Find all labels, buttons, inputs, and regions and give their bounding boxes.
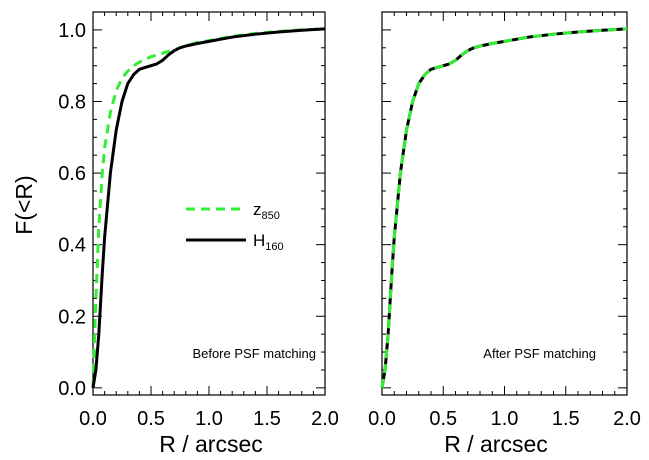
- y-tick-label: 0.2: [58, 306, 86, 328]
- series-line-h160: [91, 27, 326, 389]
- panel-annotation: Before PSF matching: [192, 346, 316, 361]
- x-tick-label: 1.0: [195, 408, 223, 430]
- series-line-z850: [91, 27, 326, 388]
- x-tick-label: 1.5: [253, 408, 281, 430]
- panel-after-psf: 0.0 0.5 1.0 1.5 2.0 After PSF matching: [368, 11, 641, 430]
- legend-h160-label: H160: [253, 231, 284, 253]
- legend-z850-label: z850: [253, 200, 280, 222]
- x-axis-label-right: R / arcsec: [444, 431, 548, 457]
- x-tick-label: 0.0: [79, 408, 107, 430]
- y-tick-label: 0.8: [58, 91, 86, 113]
- y-tick-label: 1.0: [58, 20, 86, 42]
- panel-before-psf: 0.0 0.5 1.0 1.5 2.0 0.0 0.2 0.4 0.6 0.8 1.0 Before …: [58, 11, 339, 430]
- x-axis-label-left: R / arcsec: [159, 431, 263, 457]
- x-tick-label: 0.0: [368, 408, 396, 430]
- y-tick-label: 0.6: [58, 163, 86, 185]
- x-tick-label: 2.0: [613, 408, 641, 430]
- x-tick-label: 0.5: [137, 408, 165, 430]
- plot-frame: [381, 11, 628, 396]
- x-tick-label: 1.5: [552, 408, 580, 430]
- x-tick-label: 2.0: [311, 408, 339, 430]
- y-tick-label: 0.0: [58, 378, 86, 400]
- y-tick-label: 0.4: [58, 235, 86, 257]
- panel-annotation: After PSF matching: [483, 346, 596, 361]
- legend: z850 H160: [186, 200, 284, 253]
- x-tick-label: 0.5: [429, 408, 457, 430]
- x-tick-label: 1.0: [491, 408, 519, 430]
- y-axis-label: F(<R): [11, 175, 37, 234]
- series-line-z850: [380, 27, 628, 389]
